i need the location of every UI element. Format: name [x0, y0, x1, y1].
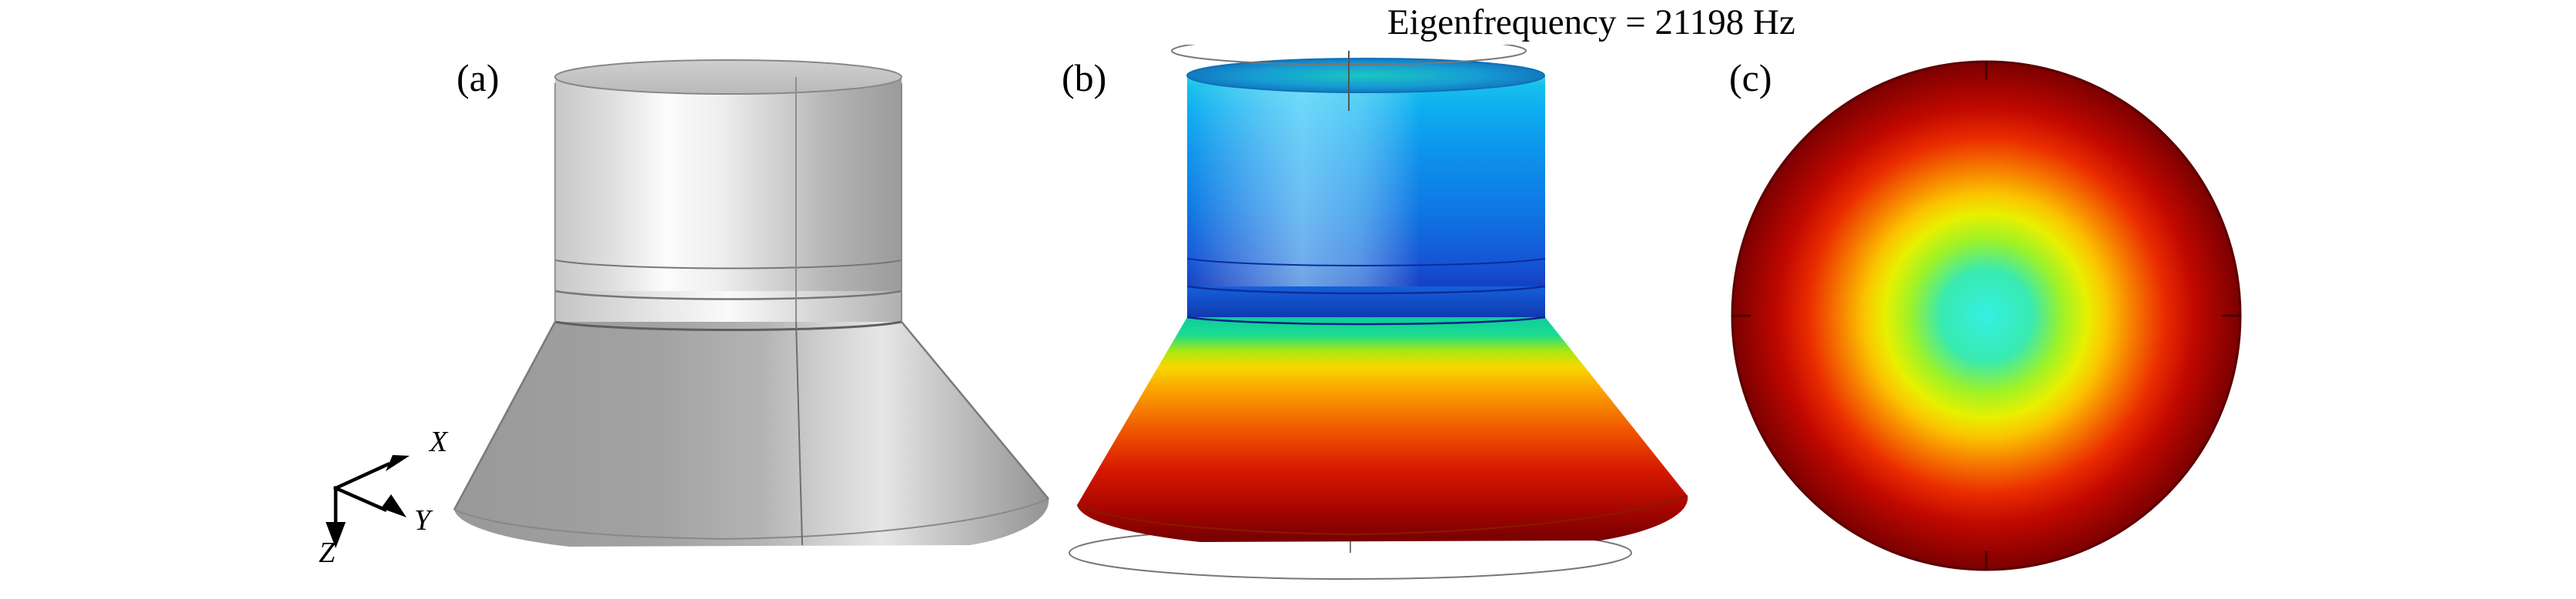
svg-text:Y: Y — [414, 504, 433, 537]
svg-text:X: X — [428, 426, 449, 458]
svg-text:Z: Z — [319, 537, 336, 562]
